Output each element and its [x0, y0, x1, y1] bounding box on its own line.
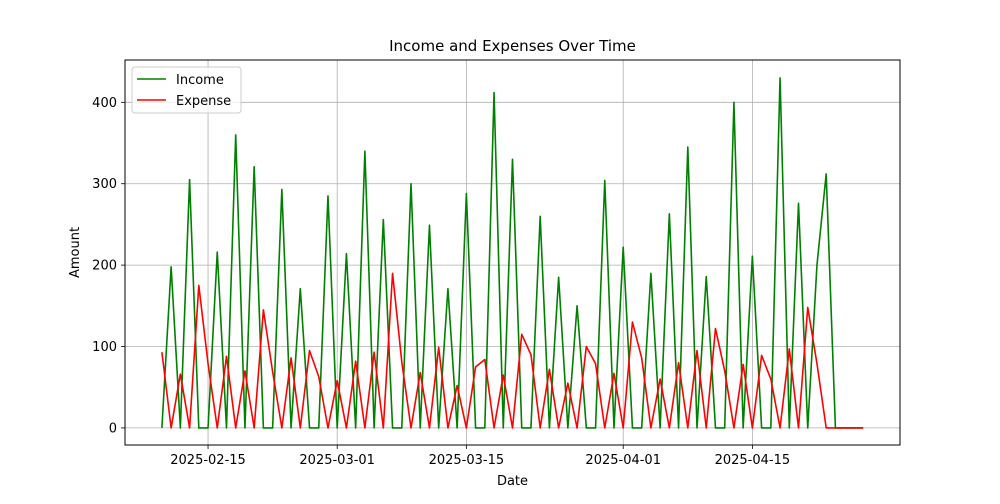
- x-tick-label: 2025-03-15: [429, 453, 505, 468]
- x-tick-label: 2025-02-15: [170, 453, 246, 468]
- y-tick-label: 200: [92, 259, 117, 274]
- legend-label-income: Income: [176, 73, 224, 88]
- x-axis-label: Date: [497, 474, 528, 489]
- x-tick-label: 2025-03-01: [299, 453, 375, 468]
- series-lines: [161, 77, 864, 429]
- x-tick-label: 2025-04-01: [585, 453, 661, 468]
- y-tick-label: 100: [92, 340, 117, 355]
- chart-title: Income and Expenses Over Time: [389, 37, 636, 55]
- axis-ticks: 2025-02-15 2025-03-01 2025-03-15 2025-04-01…: [92, 96, 790, 468]
- x-tick-label: 2025-04-15: [715, 453, 791, 468]
- legend-label-expense: Expense: [176, 94, 231, 109]
- plot-frame: [124, 59, 901, 446]
- y-tick-label: 0: [109, 421, 117, 436]
- series-line-expense: [161, 272, 864, 429]
- y-tick-label: 300: [92, 177, 117, 192]
- legend: Income Expense: [131, 66, 242, 114]
- y-axis-label: Amount: [68, 227, 83, 278]
- y-tick-label: 400: [92, 96, 117, 111]
- grid-lines: [125, 60, 900, 445]
- series-line-income: [161, 77, 864, 429]
